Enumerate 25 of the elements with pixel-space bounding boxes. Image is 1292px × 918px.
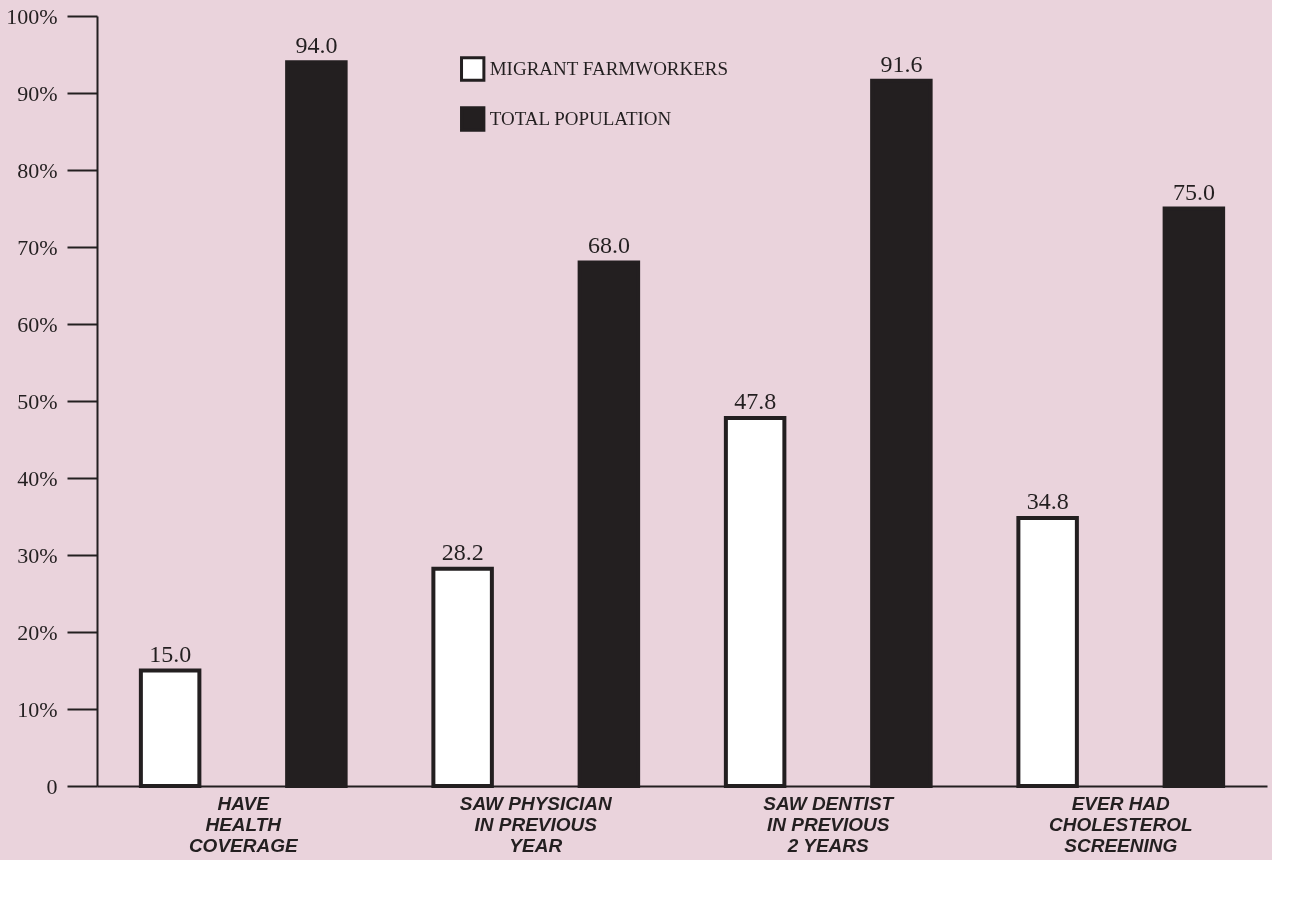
x-tick-label: SAW DENTIST IN PREVIOUS 2 YEARS [763, 792, 895, 856]
y-tick-label: 70% [17, 234, 58, 260]
data-label: 91.6 [880, 50, 923, 77]
y-tick-label: 0 [46, 773, 58, 799]
data-label: 94.0 [295, 32, 338, 59]
y-tick-label: 100% [6, 3, 58, 29]
y-tick-label: 50% [17, 388, 58, 414]
legend-label: MIGRANT FARMWORKERS [489, 58, 729, 79]
y-tick-label: 10% [17, 696, 58, 722]
x-tick-label: HAVE HEALTH COVERAGE [188, 792, 299, 856]
data-label: 15.0 [149, 640, 192, 667]
x-tick-label: SAW PHYSICIAN IN PREVIOUS YEAR [459, 792, 614, 856]
x-tick-label: EVER HAD CHOLESTEROL SCREENING [1048, 792, 1193, 856]
y-tick-label: 90% [17, 80, 58, 106]
y-tick-label: 30% [17, 542, 58, 568]
data-label: 75.0 [1172, 178, 1215, 205]
data-label: 34.8 [1026, 488, 1069, 515]
legend-label: TOTAL POPULATION [489, 108, 672, 129]
y-tick-label: 60% [17, 311, 58, 337]
y-tick-label: 40% [17, 465, 58, 491]
data-label: 47.8 [734, 387, 777, 414]
data-label: 28.2 [441, 538, 484, 565]
y-tick-label: 80% [17, 157, 58, 183]
data-label: 68.0 [587, 232, 630, 259]
y-tick-label: 20% [17, 619, 58, 645]
